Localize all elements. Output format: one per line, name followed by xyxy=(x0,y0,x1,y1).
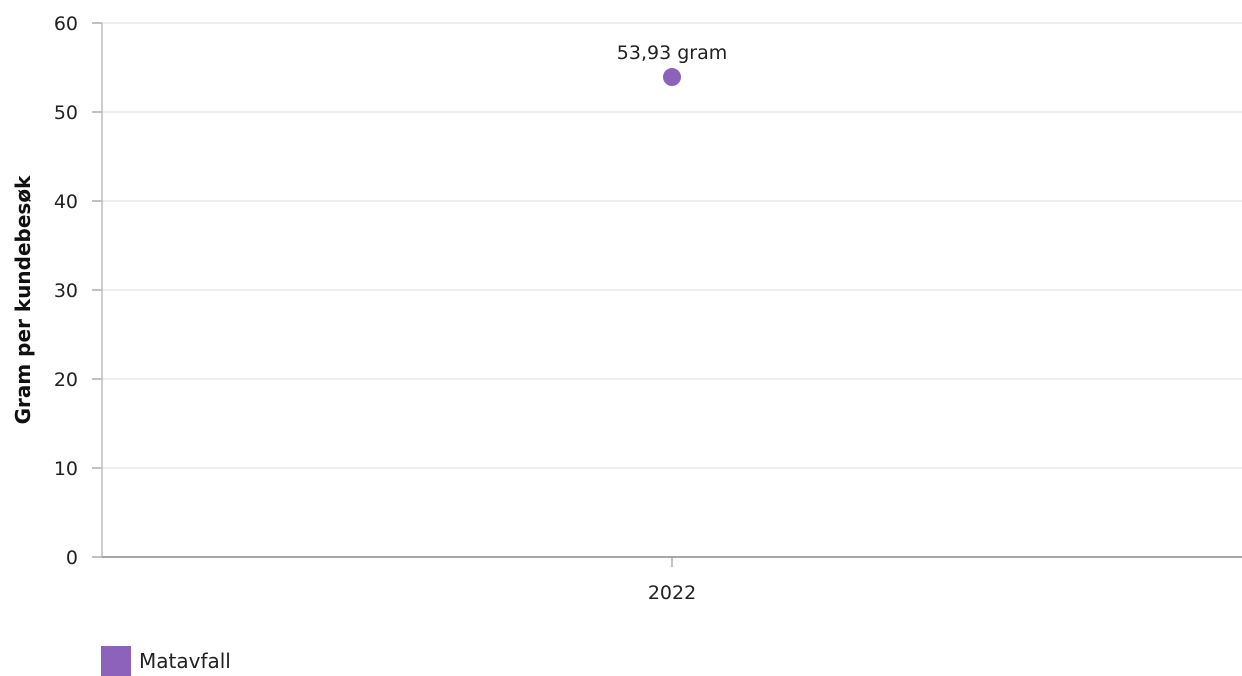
y-tick-label: 10 xyxy=(54,458,78,480)
y-tick-label: 60 xyxy=(54,13,78,35)
x-tick-label: 2022 xyxy=(648,582,696,604)
data-label: 53,93 gram xyxy=(617,42,727,64)
gridlines xyxy=(102,22,1242,469)
y-tick-label: 20 xyxy=(54,369,78,391)
legend-swatch-matavfall[interactable] xyxy=(101,646,131,676)
y-tick-label: 30 xyxy=(54,280,78,302)
legend-label-matavfall[interactable]: Matavfall xyxy=(139,649,231,673)
x-axis-ticks: 2022 xyxy=(648,557,696,604)
legend: Matavfall xyxy=(101,646,231,676)
y-tick-label: 50 xyxy=(54,102,78,124)
y-axis-ticks: 0 10 20 30 40 50 60 xyxy=(54,13,102,569)
data-points: 53,93 gram xyxy=(617,42,727,87)
y-axis-title: Gram per kundebesøk xyxy=(11,175,35,424)
y-tick-label: 0 xyxy=(66,547,78,569)
data-point[interactable] xyxy=(663,68,681,87)
y-tick-label: 40 xyxy=(54,191,78,213)
